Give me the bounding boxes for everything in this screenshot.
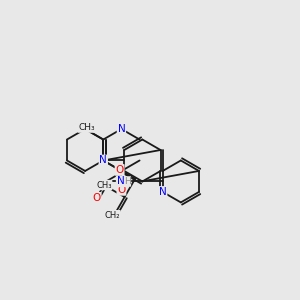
Text: N: N: [117, 176, 124, 186]
Text: N: N: [99, 155, 107, 166]
Text: H: H: [124, 177, 130, 186]
Text: O: O: [93, 193, 101, 203]
Text: CH₃: CH₃: [96, 181, 112, 190]
Text: O: O: [116, 165, 124, 175]
Text: N: N: [118, 124, 125, 134]
Text: N: N: [159, 187, 167, 197]
Text: O: O: [117, 185, 126, 195]
Text: CH₃: CH₃: [78, 123, 95, 132]
Text: CH₂: CH₂: [104, 211, 120, 220]
